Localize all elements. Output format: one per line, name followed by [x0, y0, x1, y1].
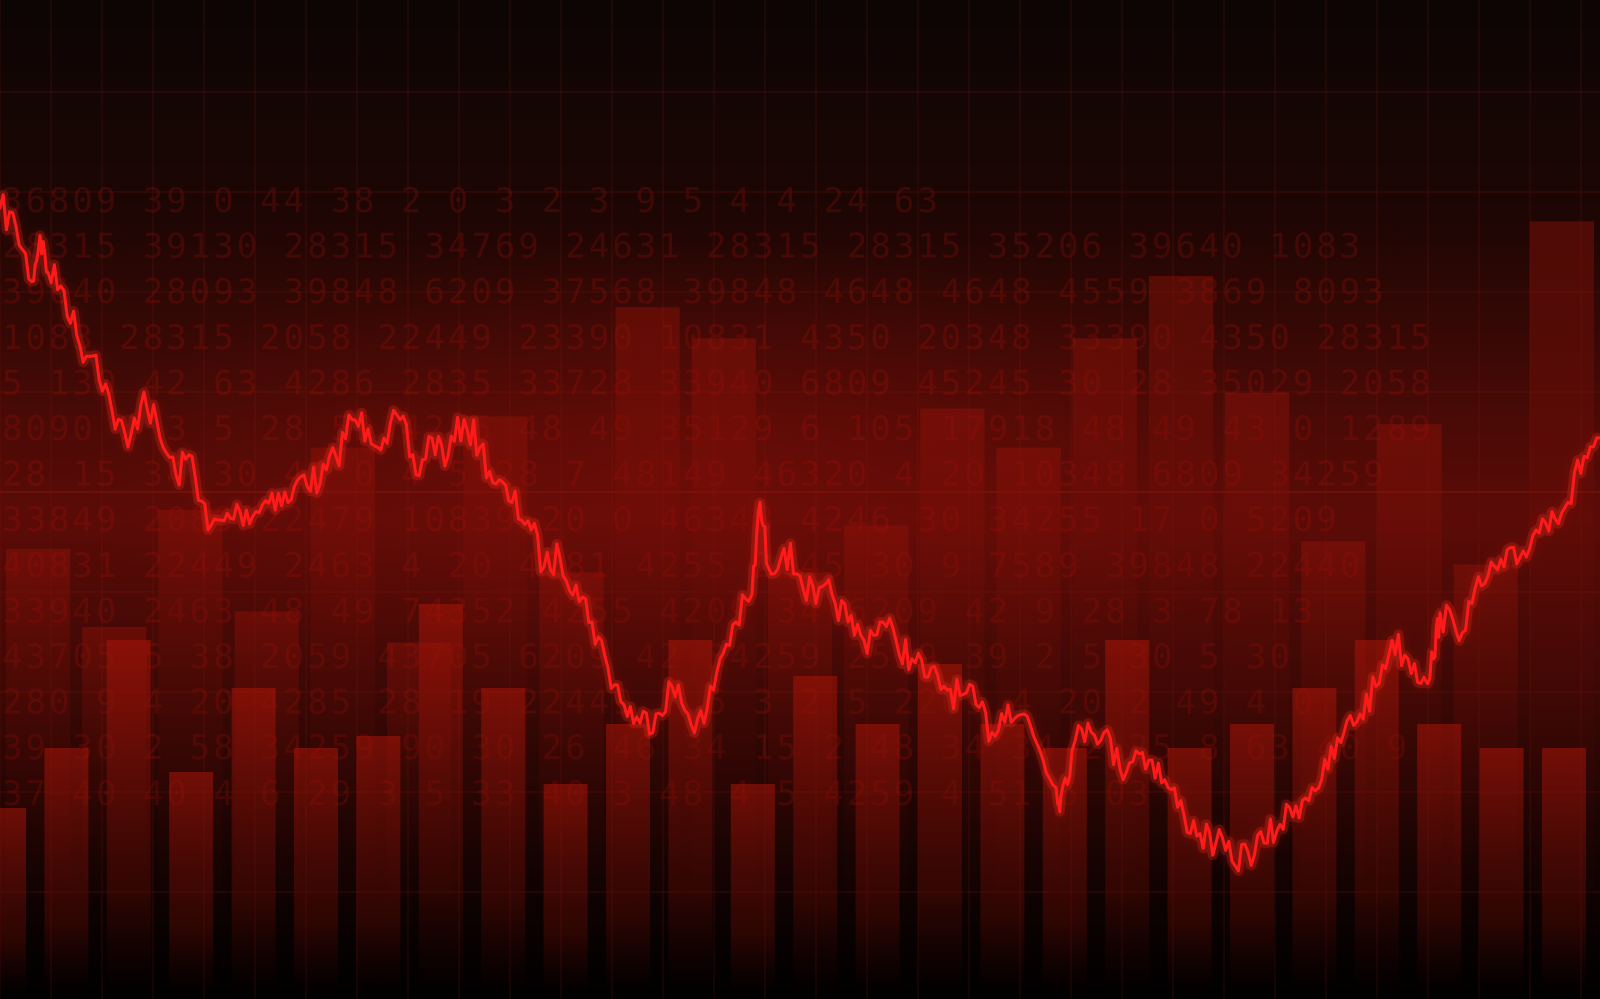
- background-bar-front: [793, 676, 838, 999]
- price-line: [0, 193, 1600, 873]
- background-bar-front: [294, 748, 338, 999]
- background-bar-front: [356, 736, 401, 999]
- price-line-layer: [0, 189, 1600, 876]
- background-bar-front: [730, 784, 775, 999]
- background-bar-front: [481, 688, 526, 999]
- digit-row: 28315 39130 28315 34769 24631 28315 2831…: [2, 227, 1363, 267]
- background-bar-front: [918, 664, 962, 999]
- digit-row: 36809 39 0 44 38 2 0 3 2 3 9 5 4 4 24 63: [2, 181, 941, 221]
- background-bar-front: [418, 604, 463, 999]
- background-bar-front: [231, 688, 276, 999]
- background-bar-front: [606, 724, 650, 999]
- background-bar-front: [980, 724, 1025, 999]
- background-bar-front: [1292, 688, 1337, 999]
- background-bar-front: [855, 724, 900, 999]
- background-bar-front: [1105, 640, 1150, 999]
- background-bar-front: [106, 640, 151, 999]
- background-bars-front: [0, 604, 1586, 999]
- background-bar-front: [543, 784, 588, 999]
- background-bar-front: [169, 772, 214, 999]
- background-bar-front: [1479, 748, 1524, 999]
- background-bar-front: [0, 808, 26, 999]
- background-bar-front: [1417, 724, 1462, 999]
- background-bar-front: [1542, 748, 1586, 999]
- background-bar-front: [44, 748, 89, 999]
